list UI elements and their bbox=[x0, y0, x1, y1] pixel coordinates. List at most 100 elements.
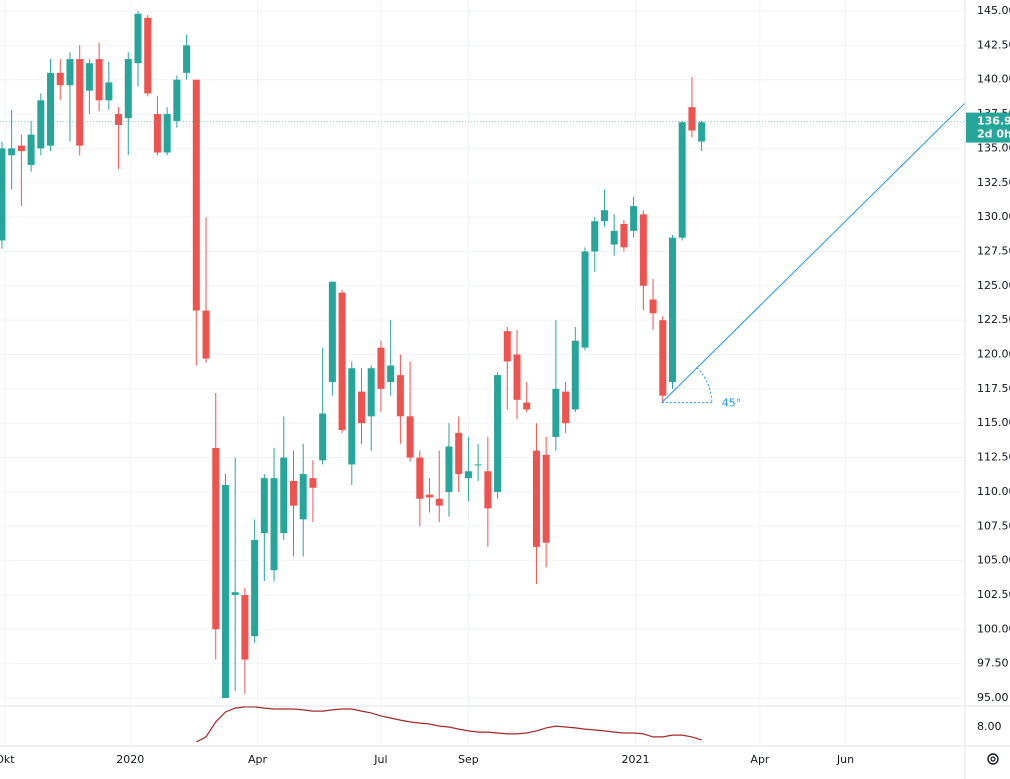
y-tick-label: 105.00 bbox=[977, 554, 1010, 567]
candle-body bbox=[328, 281, 336, 382]
y-tick-label: 110.00 bbox=[977, 485, 1010, 498]
y-tick-label: 145.00 bbox=[977, 4, 1010, 17]
y-tick-label: 120.00 bbox=[977, 348, 1010, 361]
candle-body bbox=[513, 354, 521, 400]
y-tick-label: 122.50 bbox=[977, 313, 1010, 326]
candle-body bbox=[251, 539, 259, 637]
candle-body bbox=[85, 63, 93, 91]
x-tick-label: 2021 bbox=[622, 753, 650, 766]
candle-body bbox=[698, 122, 706, 142]
candle-body bbox=[8, 148, 16, 156]
y-tick-label: 127.50 bbox=[977, 244, 1010, 257]
indicator-line bbox=[196, 706, 702, 743]
candle-body bbox=[338, 292, 346, 431]
candle-body bbox=[144, 17, 152, 94]
candle-body bbox=[445, 446, 453, 492]
candle-body bbox=[639, 214, 647, 286]
candle-body bbox=[523, 402, 531, 410]
candle-body bbox=[542, 454, 550, 543]
y-tick-label: 100.00 bbox=[977, 622, 1010, 635]
candle-body bbox=[688, 107, 696, 131]
candle-body bbox=[241, 594, 249, 660]
candle-body bbox=[377, 347, 385, 389]
x-tick-label: Okt bbox=[0, 753, 15, 766]
candle-body bbox=[435, 498, 443, 506]
candle-body bbox=[115, 114, 123, 126]
candle-body bbox=[668, 237, 676, 382]
candle-body bbox=[367, 368, 375, 417]
candle-body bbox=[289, 480, 297, 506]
candle-body bbox=[153, 114, 161, 153]
y-tick-label: 102.50 bbox=[977, 588, 1010, 601]
last-price-box bbox=[966, 112, 1010, 143]
candle-body bbox=[124, 59, 132, 119]
candle-body bbox=[221, 485, 229, 698]
candle-body bbox=[630, 206, 638, 231]
settings-icon-core[interactable] bbox=[990, 756, 996, 762]
candle-body bbox=[620, 223, 628, 248]
candle-body bbox=[0, 148, 6, 241]
candle-body bbox=[163, 114, 171, 153]
last-price-label: 136.95 bbox=[977, 115, 1010, 128]
candle-body bbox=[464, 471, 472, 479]
candle-body bbox=[358, 391, 366, 424]
candle-body bbox=[659, 320, 667, 396]
y-tick-label: 97.50 bbox=[977, 657, 1009, 670]
y-tick-label: 142.50 bbox=[977, 38, 1010, 51]
candle-body bbox=[387, 365, 395, 382]
candle-body bbox=[231, 592, 239, 595]
candle-body bbox=[455, 432, 463, 475]
x-tick-label: 2020 bbox=[116, 753, 144, 766]
y-tick-label: 115.00 bbox=[977, 416, 1010, 429]
candle-body bbox=[552, 388, 560, 437]
candle-body bbox=[571, 340, 579, 410]
candle-body bbox=[260, 478, 268, 534]
y2-tick-label: 8.00 bbox=[977, 720, 1002, 733]
candle-body bbox=[270, 478, 278, 571]
y-tick-label: 125.00 bbox=[977, 279, 1010, 292]
candle-body bbox=[581, 251, 589, 348]
candle-body bbox=[610, 230, 618, 245]
candle-body bbox=[591, 221, 599, 252]
candle-body bbox=[76, 59, 84, 146]
candle-body bbox=[494, 375, 502, 492]
settings-icon-ring[interactable] bbox=[987, 753, 999, 765]
candle-body bbox=[212, 447, 220, 630]
y-tick-label: 130.00 bbox=[977, 210, 1010, 223]
candle-body bbox=[299, 474, 307, 520]
candle-body bbox=[95, 59, 103, 101]
x-tick-label: Apr bbox=[750, 753, 770, 766]
x-tick-label: Jul bbox=[373, 753, 387, 766]
candle-body bbox=[47, 72, 55, 146]
y-tick-label: 132.50 bbox=[977, 176, 1010, 189]
candle-body bbox=[678, 122, 686, 238]
candle-body bbox=[27, 134, 35, 165]
candle-body bbox=[416, 457, 424, 499]
angle-label: 45° bbox=[722, 397, 742, 410]
y-tick-label: 107.50 bbox=[977, 519, 1010, 532]
candle-body bbox=[105, 82, 113, 101]
settings-icon[interactable] bbox=[987, 753, 999, 765]
countdown-label: 2d 0h bbox=[977, 128, 1010, 141]
candle-body bbox=[426, 494, 434, 498]
candle-body bbox=[280, 457, 288, 534]
candle-body bbox=[192, 79, 200, 311]
candle-body bbox=[37, 100, 45, 149]
y-tick-label: 140.00 bbox=[977, 73, 1010, 86]
plot: 45° bbox=[0, 11, 966, 743]
candle-body bbox=[474, 464, 482, 466]
candle-body bbox=[406, 416, 414, 458]
candle-body bbox=[562, 391, 570, 424]
candle-body bbox=[503, 331, 511, 362]
candle-body bbox=[532, 450, 540, 547]
candle-body bbox=[309, 478, 317, 488]
candle-body bbox=[319, 413, 327, 461]
candle-body bbox=[173, 79, 181, 121]
y-tick-label: 135.00 bbox=[977, 141, 1010, 154]
candle-body bbox=[202, 310, 210, 359]
candle-body bbox=[66, 59, 74, 86]
x-tick-label: Sep bbox=[458, 753, 479, 766]
angle-arc bbox=[696, 367, 713, 403]
